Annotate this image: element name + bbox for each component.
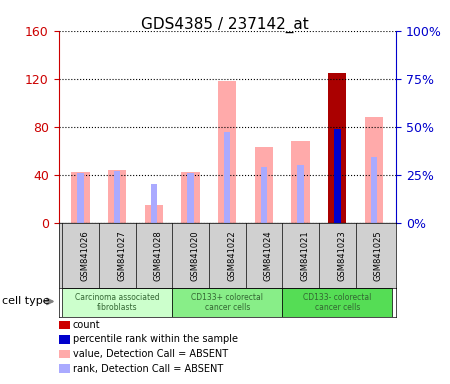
Text: rank, Detection Call = ABSENT: rank, Detection Call = ABSENT: [73, 364, 223, 374]
Bar: [261, 167, 267, 223]
Bar: [108, 170, 126, 223]
Text: value, Detection Call = ABSENT: value, Detection Call = ABSENT: [73, 349, 228, 359]
Text: GSM841020: GSM841020: [190, 230, 199, 281]
Bar: [172, 288, 282, 317]
Bar: [292, 141, 310, 223]
Text: percentile rank within the sample: percentile rank within the sample: [73, 334, 238, 344]
Bar: [181, 172, 200, 223]
Bar: [62, 288, 172, 317]
Text: GSM841025: GSM841025: [374, 230, 383, 281]
Text: GSM841023: GSM841023: [338, 230, 346, 281]
Text: GDS4385 / 237142_at: GDS4385 / 237142_at: [141, 17, 309, 33]
Bar: [218, 81, 236, 223]
Text: cell type: cell type: [2, 296, 50, 306]
Text: GSM841024: GSM841024: [264, 230, 273, 281]
Text: CD133- colorectal
cancer cells: CD133- colorectal cancer cells: [303, 293, 372, 312]
Bar: [187, 173, 194, 223]
Bar: [297, 165, 304, 223]
Bar: [334, 129, 341, 223]
Text: GSM841028: GSM841028: [154, 230, 163, 281]
Bar: [151, 184, 157, 223]
Bar: [282, 288, 392, 317]
Text: GSM841022: GSM841022: [227, 230, 236, 281]
Bar: [77, 173, 84, 223]
Bar: [371, 157, 377, 223]
Text: CD133+ colorectal
cancer cells: CD133+ colorectal cancer cells: [191, 293, 263, 312]
Bar: [114, 171, 121, 223]
Bar: [72, 172, 90, 223]
Bar: [365, 117, 383, 223]
Text: count: count: [73, 320, 100, 330]
Text: GSM841026: GSM841026: [81, 230, 90, 281]
Text: GSM841027: GSM841027: [117, 230, 126, 281]
Bar: [224, 132, 230, 223]
Text: GSM841021: GSM841021: [301, 230, 310, 281]
Bar: [328, 73, 346, 223]
Text: Carcinoma associated
fibroblasts: Carcinoma associated fibroblasts: [75, 293, 159, 312]
Bar: [255, 147, 273, 223]
Bar: [145, 205, 163, 223]
